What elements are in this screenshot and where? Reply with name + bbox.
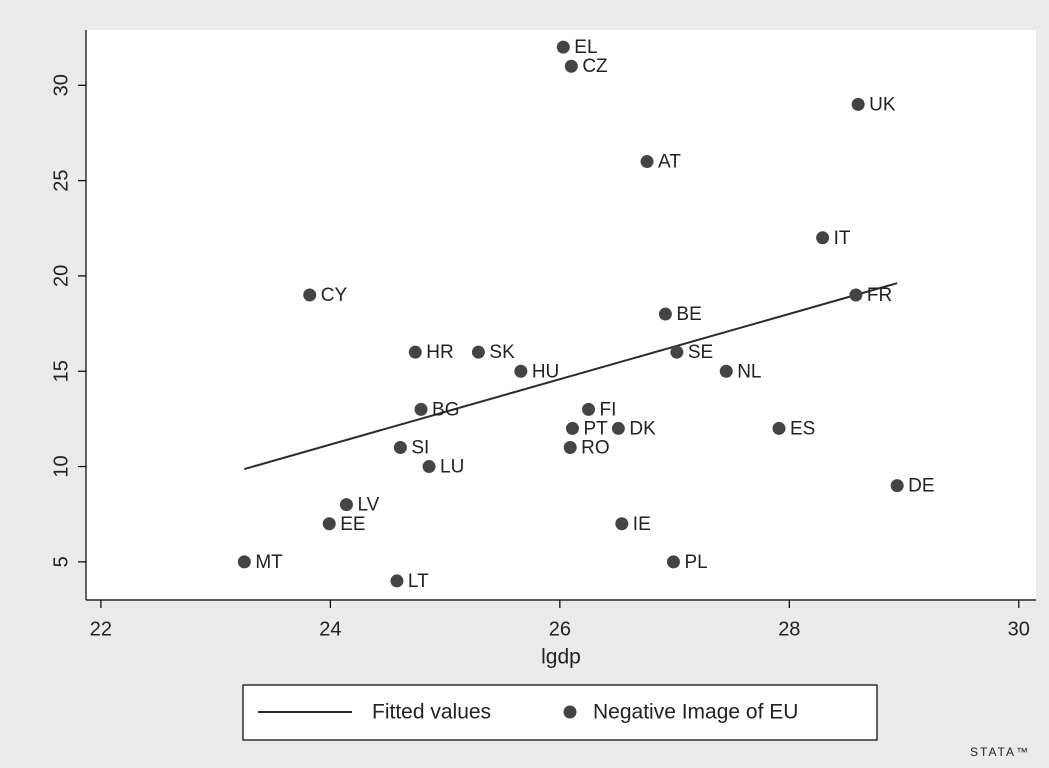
legend-label: Fitted values — [372, 701, 491, 724]
point — [322, 517, 336, 531]
point — [640, 155, 654, 169]
point-label: NL — [737, 361, 761, 382]
point — [564, 59, 578, 73]
point — [719, 364, 733, 378]
point — [339, 498, 353, 512]
point-label: BG — [432, 399, 459, 420]
point-label: BE — [676, 304, 701, 325]
point — [816, 231, 830, 245]
x-tick-label: 24 — [319, 618, 341, 640]
point-label: LV — [357, 495, 379, 516]
logo: STATA™ — [970, 745, 1030, 759]
point-label: CY — [321, 285, 348, 306]
y-tick-label: 15 — [50, 360, 72, 382]
y-tick-label: 10 — [50, 455, 72, 477]
point — [890, 479, 904, 493]
point — [666, 555, 680, 569]
x-tick-label: 30 — [1008, 618, 1030, 640]
point-label: HR — [426, 342, 453, 363]
fitted-line — [244, 282, 898, 470]
point — [414, 402, 428, 416]
point — [849, 288, 863, 302]
x-tick-label: 26 — [549, 618, 571, 640]
point-label: SE — [688, 342, 713, 363]
point — [390, 574, 404, 588]
point-label: PL — [684, 552, 707, 573]
legend-label: Negative Image of EU — [593, 701, 798, 724]
point — [422, 460, 436, 474]
point — [615, 517, 629, 531]
point — [658, 307, 672, 321]
point-label: UK — [869, 94, 896, 115]
point — [514, 364, 528, 378]
point-label: SK — [489, 342, 515, 363]
point — [772, 421, 786, 435]
point-label: AT — [658, 152, 681, 173]
plot-area — [86, 30, 1036, 600]
point-label: IT — [834, 228, 851, 249]
y-tick-label: 25 — [50, 169, 72, 191]
point-label: ES — [790, 418, 815, 439]
x-tick-label: 22 — [90, 618, 112, 640]
point-label: DK — [629, 418, 656, 439]
point — [563, 440, 577, 454]
point — [393, 440, 407, 454]
point — [303, 288, 317, 302]
point — [237, 555, 251, 569]
x-axis-label: lgdp — [541, 646, 581, 669]
point-label: FR — [867, 285, 892, 306]
point-label: HU — [532, 361, 559, 382]
y-tick-label: 5 — [50, 556, 72, 567]
point — [582, 402, 596, 416]
point-label: FI — [600, 399, 617, 420]
point — [408, 345, 422, 359]
point — [565, 421, 579, 435]
point — [556, 40, 570, 54]
y-tick-label: 20 — [50, 265, 72, 287]
point — [670, 345, 684, 359]
point-label: DE — [908, 476, 934, 497]
point-label: EE — [340, 514, 365, 535]
point — [611, 421, 625, 435]
point-label: SI — [411, 438, 429, 459]
point-label: LT — [408, 571, 429, 592]
point-label: RO — [581, 438, 610, 459]
legend-marker — [563, 705, 577, 719]
point-label: IE — [633, 514, 651, 535]
point-label: LU — [440, 457, 464, 478]
point-label: PT — [583, 418, 608, 439]
point — [471, 345, 485, 359]
x-tick-label: 28 — [778, 618, 800, 640]
point-label: MT — [255, 552, 283, 573]
y-tick-label: 30 — [50, 74, 72, 96]
point — [851, 97, 865, 111]
point-label: EL — [574, 37, 597, 58]
point-label: CZ — [582, 56, 608, 77]
